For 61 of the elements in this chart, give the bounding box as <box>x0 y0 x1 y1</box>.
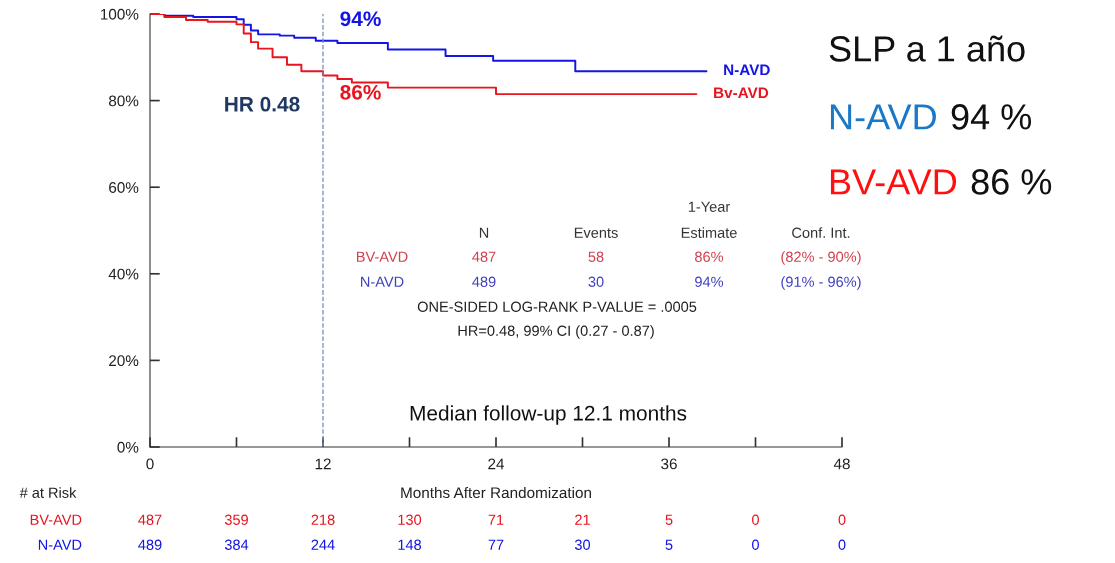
annotation: 58 <box>588 251 604 262</box>
annotation: Median follow-up 12.1 months <box>410 405 687 425</box>
text: 30 <box>574 539 591 550</box>
text: 94 % <box>951 104 1032 130</box>
annotation: Events <box>574 227 618 238</box>
annotation: SLP a 1 año <box>829 35 1025 62</box>
annotation: BV-AVD <box>356 251 408 262</box>
text: 384 <box>224 539 249 550</box>
annotation: 94% <box>695 276 724 287</box>
annotation: HR 0.48 <box>225 96 300 112</box>
text: 0 <box>752 539 759 550</box>
text: 5 <box>665 539 673 550</box>
annotation: Estimate <box>681 227 737 238</box>
y-tick-label: 40% <box>108 268 139 280</box>
text: 148 <box>398 539 422 550</box>
y-tick-label: 20% <box>109 355 139 367</box>
y-tick-label: 100% <box>100 8 139 20</box>
x-tick-label: 12 <box>315 458 331 470</box>
x-tick-label: 24 <box>488 458 505 470</box>
text: 5 <box>665 514 673 525</box>
text: 487 <box>138 514 162 525</box>
text: 71 <box>488 514 504 525</box>
text: 21 <box>575 514 590 525</box>
annotation: BV-AVD <box>830 169 957 195</box>
annotation: 86% <box>340 84 381 100</box>
annotation: 94% <box>340 11 381 27</box>
text: 0 <box>838 539 846 550</box>
x-tick-label: 48 <box>833 458 850 470</box>
text: 0 <box>838 514 846 525</box>
text: 489 <box>138 539 162 550</box>
y-tick-label: 80% <box>108 95 139 107</box>
annotation: (91% - 96%) <box>781 276 861 290</box>
annotation: ONE-SIDED LOG-RANK P-VALUE = .0005 <box>417 301 697 312</box>
text: 0 <box>752 514 759 525</box>
annotation: 489 <box>472 276 496 287</box>
x-axis-title: Months After Randomization <box>401 486 591 499</box>
annotation: N <box>479 227 489 238</box>
text: N-AVD <box>38 539 82 550</box>
series-label: Bv-AVD <box>714 87 769 99</box>
text: 359 <box>224 514 248 525</box>
annotation: 487 <box>472 251 496 262</box>
text: 244 <box>311 539 335 550</box>
x-tick-label: 0 <box>146 458 154 470</box>
text: 218 <box>311 514 335 525</box>
y-tick-label: 60% <box>109 182 139 193</box>
annotation: HR=0.48, 99% CI (0.27 - 0.87) <box>458 325 654 339</box>
annotation: 86% <box>695 251 724 262</box>
y-tick-label: 0% <box>117 441 139 453</box>
annotation: N-AVD <box>361 276 404 287</box>
text: 77 <box>488 539 504 550</box>
annotation: 30 <box>588 276 604 287</box>
annotation: 1-Year <box>688 201 730 212</box>
annotation: Conf. Int. <box>792 227 850 238</box>
annotation: N-AVD <box>830 104 936 130</box>
annotation: (82% - 90%) <box>781 251 861 265</box>
series-label: N-AVD <box>724 64 770 76</box>
text: BV-AVD <box>30 514 82 525</box>
text: 130 <box>398 514 422 525</box>
text: # at Risk <box>19 487 77 498</box>
x-tick-label: 36 <box>661 458 677 470</box>
text: 86 % <box>971 169 1052 195</box>
